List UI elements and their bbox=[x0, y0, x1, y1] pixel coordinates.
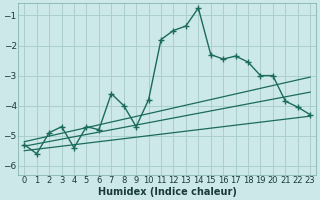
X-axis label: Humidex (Indice chaleur): Humidex (Indice chaleur) bbox=[98, 187, 237, 197]
